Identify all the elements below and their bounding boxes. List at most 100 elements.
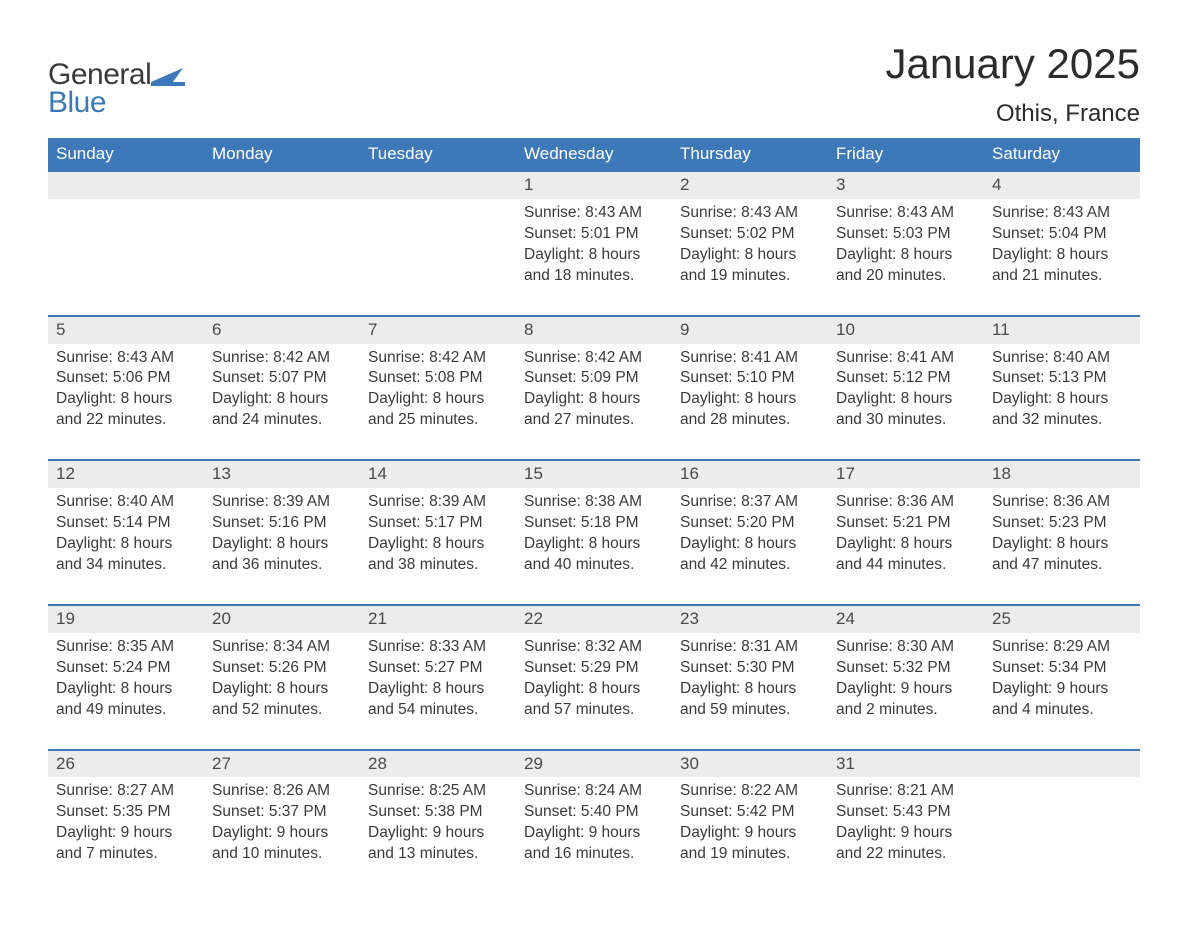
day-number: 31 [828,751,984,778]
daylight-line-1: Daylight: 9 hours [56,823,196,844]
daylight-line-1: Daylight: 8 hours [56,679,196,700]
sunrise-line: Sunrise: 8:21 AM [836,781,976,802]
daylight-line-2: and 47 minutes. [992,555,1132,576]
daylight-line-1: Daylight: 8 hours [368,389,508,410]
weekday-fri: Friday [828,138,984,171]
daylight-line-1: Daylight: 8 hours [836,534,976,555]
sunrise-line: Sunrise: 8:43 AM [836,203,976,224]
sunset-line: Sunset: 5:14 PM [56,513,196,534]
daylight-line-1: Daylight: 9 hours [992,679,1132,700]
calendar-cell: 22Sunrise: 8:32 AMSunset: 5:29 PMDayligh… [516,605,672,750]
logo: General Blue [48,40,185,120]
sunset-line: Sunset: 5:08 PM [368,368,508,389]
sunrise-line: Sunrise: 8:29 AM [992,637,1132,658]
sunset-line: Sunset: 5:38 PM [368,802,508,823]
weekday-thu: Thursday [672,138,828,171]
calendar-cell: 9Sunrise: 8:41 AMSunset: 5:10 PMDaylight… [672,316,828,461]
day-number: 10 [828,317,984,344]
daylight-line-2: and 24 minutes. [212,410,352,431]
calendar-week-row: 5 Sunrise: 8:43 AMSunset: 5:06 PM Daylight… [48,316,1140,461]
sunset-line: Sunset: 5:37 PM [212,802,352,823]
daylight-line-1: Daylight: 8 hours [836,389,976,410]
sunset-line: Sunset: 5:23 PM [992,513,1132,534]
daylight-line-1: Daylight: 8 hours [524,389,664,410]
sunset-line: Sunset: 5:01 PM [524,224,664,245]
calendar-cell: 27Sunrise: 8:26 AMSunset: 5:37 PMDayligh… [204,750,360,894]
day-number [48,172,204,199]
calendar-cell-empty [204,171,360,316]
sunset-line: Sunset: 5:02 PM [680,224,820,245]
sunset-line: Sunset: 5:06 PM [56,368,196,389]
daylight-line-1: Daylight: 8 hours [992,534,1132,555]
day-number: 12 [48,461,204,488]
daylight-line-2: and 34 minutes. [56,555,196,576]
sunrise-line: Sunrise: 8:42 AM [524,348,664,369]
sunrise-line: Sunrise: 8:35 AM [56,637,196,658]
day-number: 15 [516,461,672,488]
calendar-week-row: 19Sunrise: 8:35 AMSunset: 5:24 PMDayligh… [48,605,1140,750]
day-number: 20 [204,606,360,633]
daylight-line-2: and 32 minutes. [992,410,1132,431]
day-number [204,172,360,199]
sunset-line: Sunset: 5:10 PM [680,368,820,389]
sunrise-line: Sunrise: 8:43 AM [992,203,1132,224]
day-number [360,172,516,199]
daylight-line-2: and 49 minutes. [56,700,196,721]
daylight-line-2: and 27 minutes. [524,410,664,431]
sunrise-line: Sunrise: 8:42 AM [368,348,508,369]
calendar-week-row: 12Sunrise: 8:40 AMSunset: 5:14 PMDayligh… [48,460,1140,605]
sunset-line: Sunset: 5:09 PM [524,368,664,389]
location-label: Othis, France [885,100,1140,128]
sunset-line: Sunset: 5:34 PM [992,658,1132,679]
daylight-line-2: and 54 minutes. [368,700,508,721]
calendar-cell-empty [360,171,516,316]
calendar-cell: 7Sunrise: 8:42 AMSunset: 5:08 PMDaylight… [360,316,516,461]
day-number: 4 [984,172,1140,199]
sunset-line: Sunset: 5:40 PM [524,802,664,823]
calendar-cell: 23Sunrise: 8:31 AMSunset: 5:30 PMDayligh… [672,605,828,750]
sunrise-line: Sunrise: 8:39 AM [212,492,352,513]
sunset-line: Sunset: 5:07 PM [212,368,352,389]
sunrise-line: Sunrise: 8:41 AM [836,348,976,369]
calendar-cell: 18Sunrise: 8:36 AMSunset: 5:23 PMDayligh… [984,460,1140,605]
calendar-cell: 1Sunrise: 8:43 AMSunset: 5:01 PMDaylight… [516,171,672,316]
calendar-cell: 19Sunrise: 8:35 AMSunset: 5:24 PMDayligh… [48,605,204,750]
calendar-cell: 24Sunrise: 8:30 AMSunset: 5:32 PMDayligh… [828,605,984,750]
weekday-wed: Wednesday [516,138,672,171]
day-number: 21 [360,606,516,633]
daylight-line-2: and 57 minutes. [524,700,664,721]
sunrise-line: Sunrise: 8:24 AM [524,781,664,802]
sunrise-line: Sunrise: 8:30 AM [836,637,976,658]
daylight-line-2: and 19 minutes. [680,266,820,287]
calendar-cell: 26Sunrise: 8:27 AMSunset: 5:35 PMDayligh… [48,750,204,894]
sunset-line: Sunset: 5:12 PM [836,368,976,389]
sunset-line: Sunset: 5:03 PM [836,224,976,245]
day-number: 19 [48,606,204,633]
sunrise-line: Sunrise: 8:37 AM [680,492,820,513]
sunrise-line: Sunrise: 8:42 AM [212,348,352,369]
day-number: 29 [516,751,672,778]
daylight-line-2: and 44 minutes. [836,555,976,576]
calendar-cell: 20Sunrise: 8:34 AMSunset: 5:26 PMDayligh… [204,605,360,750]
calendar-cell: 11Sunrise: 8:40 AMSunset: 5:13 PMDayligh… [984,316,1140,461]
sunset-line: Sunset: 5:32 PM [836,658,976,679]
daylight-line-2: and 59 minutes. [680,700,820,721]
sunrise-line: Sunrise: 8:43 AM [56,348,196,369]
logo-flag-icon [151,64,185,91]
calendar-table: Sunday Monday Tuesday Wednesday Thursday… [48,138,1140,893]
sunrise-line: Sunrise: 8:43 AM [524,203,664,224]
weekday-sun: Sunday [48,138,204,171]
daylight-line-2: and 28 minutes. [680,410,820,431]
calendar-cell: 17Sunrise: 8:36 AMSunset: 5:21 PMDayligh… [828,460,984,605]
sunrise-line: Sunrise: 8:38 AM [524,492,664,513]
logo-text-blue: Blue [48,86,106,120]
day-number: 18 [984,461,1140,488]
daylight-line-1: Daylight: 8 hours [992,389,1132,410]
sunrise-line: Sunrise: 8:32 AM [524,637,664,658]
daylight-line-2: and 19 minutes. [680,844,820,865]
day-number: 17 [828,461,984,488]
calendar-cell: 10 Sunrise: 8:41 AMSunset: 5:12 PMDayligh… [828,316,984,461]
daylight-line-1: Daylight: 9 hours [212,823,352,844]
daylight-line-2: and 10 minutes. [212,844,352,865]
day-number: 5 [48,317,204,344]
